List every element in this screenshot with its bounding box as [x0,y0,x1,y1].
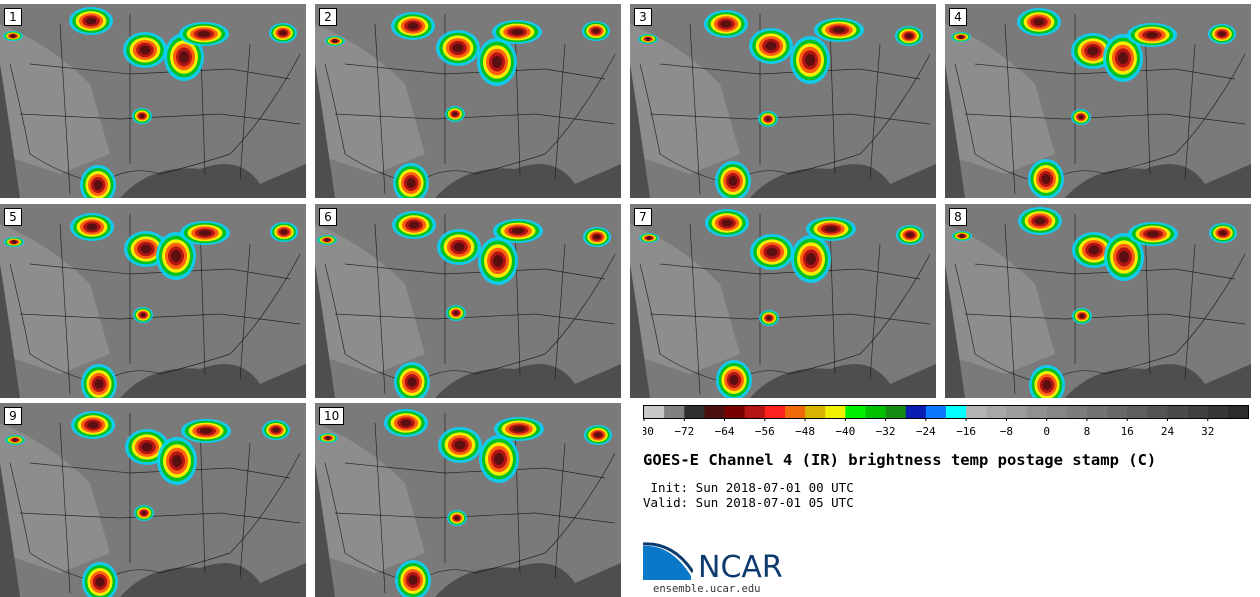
colorbar-swatch [724,406,745,418]
ir-map [0,403,306,597]
valid-time: Valid: Sun 2018-07-01 05 UTC [643,495,854,510]
map-panel-5: 5 [0,204,306,398]
colorbar-tick-label: 24 [1161,425,1175,437]
ir-map [630,4,936,198]
ir-map [315,403,621,597]
colorbar-tick-label: 0 [1043,425,1050,437]
ir-map [945,204,1251,398]
panel-number-label: 2 [319,8,337,26]
panel-number-label: 6 [319,208,337,226]
panel-number-label: 3 [634,8,652,26]
map-panel-1: 1 [0,4,306,198]
ir-map [630,204,936,398]
colorbar-swatch [1147,406,1168,418]
colorbar-tick-label: 8 [1084,425,1091,437]
colorbar-tick-label: 16 [1121,425,1134,437]
ir-map [315,204,621,398]
colorbar-swatch [1187,406,1209,418]
colorbar-swatch [764,406,786,418]
ncar-logo: NCAR [643,540,803,596]
colorbar-tick-label: −32 [876,425,896,437]
colorbar-swatch [744,406,766,418]
figure-title: GOES-E Channel 4 (IR) brightness temp po… [643,451,1157,469]
colorbar-swatch [1127,406,1148,418]
colorbar-swatch [825,406,846,418]
panel-number-label: 9 [4,407,22,425]
colorbar-tick-label: 32 [1201,425,1214,437]
ncar-wordmark: NCAR [698,550,783,585]
ir-map [0,4,306,198]
ir-map [0,204,306,398]
time-info: Init: Sun 2018-07-01 00 UTC Valid: Sun 2… [643,480,854,510]
colorbar-swatch [1107,406,1128,418]
colorbar-tick-label: −72 [674,425,694,437]
colorbar-swatch [966,406,987,418]
panel-number-label: 4 [949,8,967,26]
ncar-swoosh-icon [643,542,693,580]
map-panel-8: 8 [945,204,1251,398]
colorbar-swatch [865,406,886,418]
colorbar-swatch [805,406,826,418]
map-panel-2: 2 [315,4,621,198]
colorbar-swatch [946,406,967,418]
colorbar-swatch [1167,406,1188,418]
colorbar-swatch [845,406,866,418]
panel-number-label: 1 [4,8,22,26]
panel-number-label: 5 [4,208,22,226]
colorbar-swatch [986,406,1007,418]
map-panel-3: 3 [630,4,936,198]
panel-number-label: 7 [634,208,652,226]
colorbar-swatch [644,406,665,418]
colorbar-tick-label: −80 [643,425,654,437]
colorbar-tick-label: −56 [755,425,775,437]
colorbar-swatch [684,406,705,418]
ir-map [945,4,1251,198]
colorbar-swatch [664,406,685,418]
colorbar-swatch [1066,406,1088,418]
colorbar-tick-label: −8 [1000,425,1013,437]
colorbar-swatch [885,406,907,418]
init-time: Init: Sun 2018-07-01 00 UTC [643,480,854,495]
colorbar-swatch [1026,406,1047,418]
colorbar-swatch [1086,406,1108,418]
colorbar-tick-label: −16 [956,425,976,437]
map-panel-7: 7 [630,204,936,398]
colorbar-tick-label: −48 [795,425,815,437]
colorbar-tick-label: −24 [916,425,936,437]
colorbar-swatch [925,406,947,418]
colorbar-swatch [784,406,806,418]
colorbar-swatch [1006,406,1027,418]
colorbar-tick-label: −64 [715,425,735,437]
colorbar-swatch [905,406,927,418]
colorbar-swatch [704,406,725,418]
map-panel-9: 9 [0,403,306,597]
colorbar-swatch [1227,406,1249,418]
map-panel-10: 10 [315,403,621,597]
map-panel-4: 4 [945,4,1251,198]
colorbar-tick-label: −40 [835,425,855,437]
map-panel-6: 6 [315,204,621,398]
panel-number-label: 8 [949,208,967,226]
colorbar-swatch [1046,406,1068,418]
colorbar-swatch [1207,406,1229,418]
site-url: ensemble.ucar.edu [653,583,761,595]
ir-map [315,4,621,198]
panel-number-label: 10 [319,407,345,425]
